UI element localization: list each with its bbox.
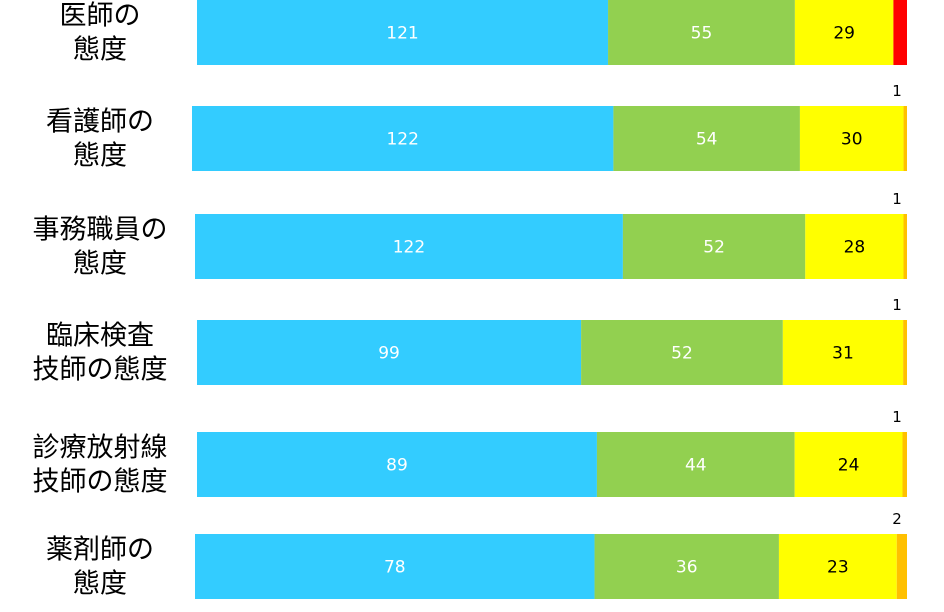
bar-segment [903, 106, 907, 171]
segment-value-label: 121 [386, 24, 418, 44]
category-label: 臨床検査技師の態度 [33, 321, 168, 386]
segment-value-label: 122 [393, 238, 425, 258]
bar-segment [794, 432, 903, 497]
bar-segment [799, 106, 904, 171]
bar-segment [608, 0, 795, 65]
segment-value-label: 31 [832, 344, 854, 364]
segment-value-label: 54 [696, 130, 718, 150]
category-label: 看護師の態度 [46, 107, 154, 172]
segment-value-label: 28 [844, 238, 866, 258]
category-label: 事務職員の態度 [33, 215, 168, 280]
bar-segment [594, 534, 779, 599]
outside-value-label: 2 [892, 510, 902, 528]
bar-segment [197, 0, 609, 65]
category-label: 医師の態度 [60, 1, 141, 66]
outside-value-label: 1 [892, 190, 902, 208]
segment-value-label: 99 [378, 344, 400, 364]
outside-value-label: 1 [892, 82, 902, 100]
bar-segment [197, 432, 597, 497]
bar-segment [195, 534, 595, 599]
bar-segment [893, 0, 907, 65]
bar-segment [896, 534, 907, 599]
segment-value-label: 44 [685, 456, 707, 476]
category-label: 薬剤師の態度 [46, 535, 154, 600]
bar-segment [195, 214, 623, 279]
bar-segment [778, 534, 897, 599]
bar-segment [794, 0, 894, 65]
segment-value-label: 29 [833, 24, 855, 44]
outside-value-label: 1 [892, 408, 902, 426]
bar-segment [596, 432, 795, 497]
bar-segment [192, 106, 614, 171]
segment-value-label: 23 [827, 558, 849, 578]
bar-segment [903, 320, 907, 385]
segment-value-label: 24 [838, 456, 860, 476]
outside-value-label: 1 [892, 296, 902, 314]
bar-segment [805, 214, 904, 279]
segment-value-label: 55 [691, 24, 713, 44]
bar-segment [902, 432, 907, 497]
bar-segment [903, 214, 907, 279]
segment-value-label: 30 [841, 130, 863, 150]
segment-value-label: 36 [676, 558, 698, 578]
segment-value-label: 78 [384, 558, 406, 578]
segment-value-label: 52 [671, 344, 693, 364]
segment-value-label: 89 [386, 456, 408, 476]
segment-value-label: 122 [386, 130, 418, 150]
bar-segment [613, 106, 800, 171]
bar-segment [581, 320, 783, 385]
bar-segment [782, 320, 904, 385]
bar-segment [197, 320, 582, 385]
category-label: 診療放射線技師の態度 [33, 433, 168, 498]
bar-segment [622, 214, 806, 279]
segment-value-label: 52 [703, 238, 725, 258]
